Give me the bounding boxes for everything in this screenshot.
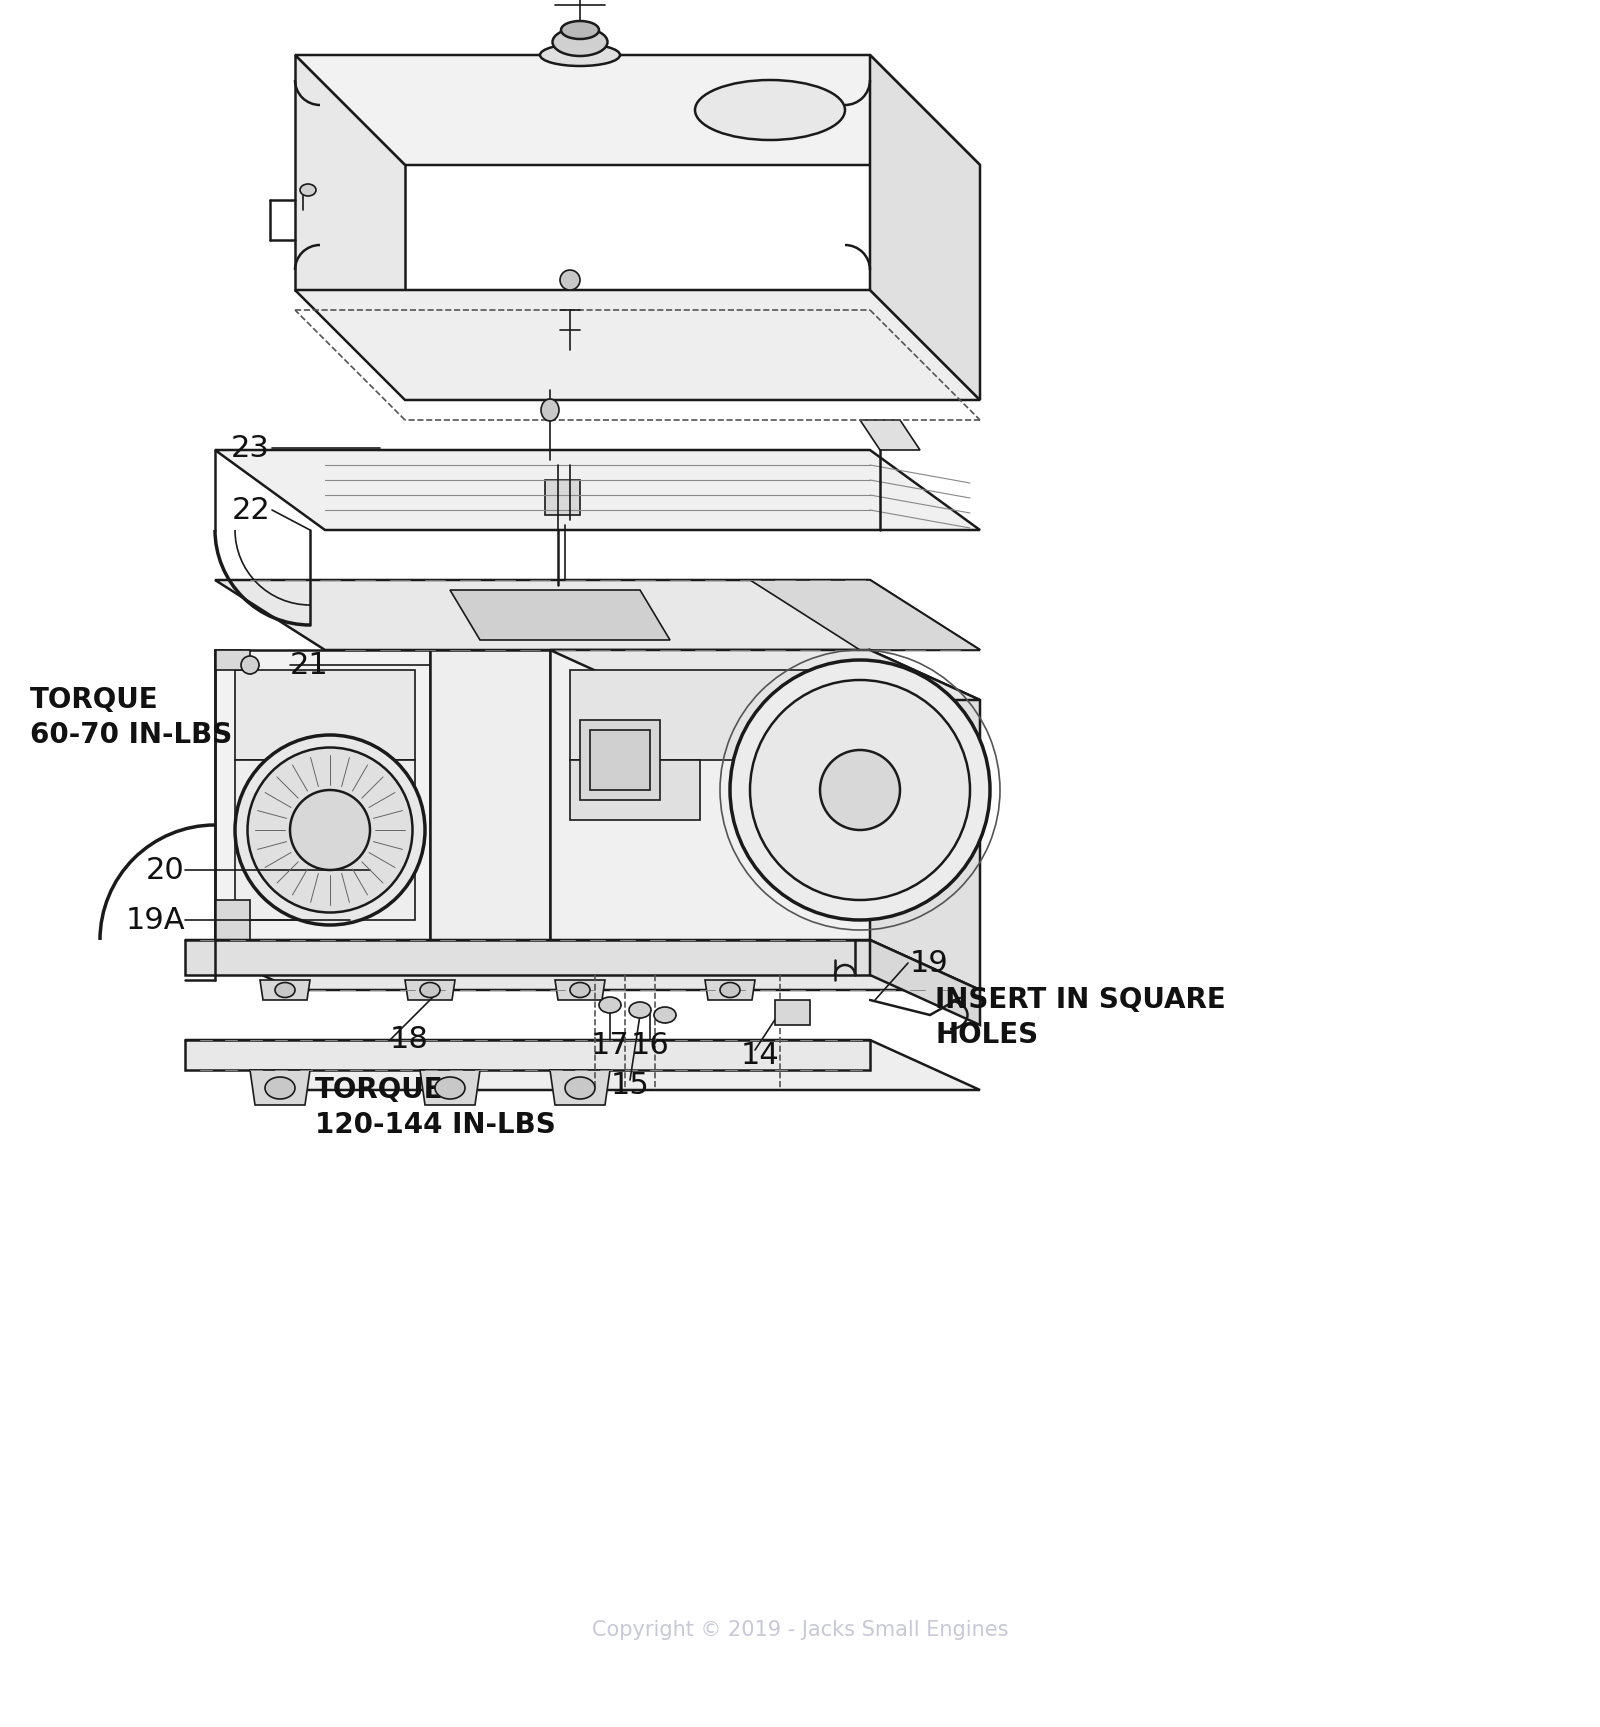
Polygon shape [294,290,979,401]
Ellipse shape [654,1007,675,1022]
Ellipse shape [235,736,426,926]
Polygon shape [235,760,414,920]
Text: TORQUE: TORQUE [315,1076,443,1104]
Text: 21: 21 [290,651,328,679]
Ellipse shape [248,748,413,912]
Ellipse shape [720,983,739,998]
Polygon shape [405,979,454,1000]
Text: 14: 14 [741,1040,779,1069]
Ellipse shape [570,983,590,998]
Text: TORQUE: TORQUE [30,686,158,713]
Ellipse shape [419,983,440,998]
Text: 19A: 19A [125,905,186,934]
Ellipse shape [730,660,990,920]
Ellipse shape [541,43,621,66]
Ellipse shape [819,750,899,831]
Ellipse shape [552,28,608,55]
Polygon shape [750,580,979,649]
Ellipse shape [694,79,845,140]
Ellipse shape [629,1002,651,1017]
Ellipse shape [275,983,294,998]
Polygon shape [250,1071,310,1105]
Polygon shape [419,1071,480,1105]
Text: Copyright © 2019 - Jacks Small Engines: Copyright © 2019 - Jacks Small Engines [592,1620,1008,1641]
Polygon shape [214,900,250,939]
Text: 22: 22 [232,496,270,525]
Text: 23: 23 [230,433,270,463]
Ellipse shape [290,789,370,870]
Polygon shape [259,979,310,1000]
Ellipse shape [598,996,621,1014]
Polygon shape [870,699,960,850]
Text: 19: 19 [910,948,949,977]
Polygon shape [214,580,979,649]
Ellipse shape [750,680,970,900]
Polygon shape [186,939,870,976]
Polygon shape [546,480,579,515]
Polygon shape [570,670,830,760]
Text: 16: 16 [630,1031,669,1059]
Polygon shape [550,1071,610,1105]
Polygon shape [870,55,979,401]
Polygon shape [235,670,414,760]
Text: 15: 15 [611,1071,650,1100]
Text: 120-144 IN-LBS: 120-144 IN-LBS [315,1110,555,1140]
Ellipse shape [435,1078,466,1098]
Ellipse shape [541,399,558,421]
Polygon shape [186,939,979,990]
Polygon shape [570,760,701,820]
Ellipse shape [242,656,259,674]
Text: HOLES: HOLES [934,1021,1038,1048]
Polygon shape [186,1040,870,1071]
Polygon shape [294,55,405,290]
Polygon shape [186,1040,979,1090]
Polygon shape [590,731,650,789]
Polygon shape [861,420,920,451]
Ellipse shape [565,1078,595,1098]
Polygon shape [870,939,979,1026]
Ellipse shape [301,185,317,195]
Ellipse shape [266,1078,294,1098]
Polygon shape [294,55,979,166]
Polygon shape [550,649,870,939]
Text: 17: 17 [590,1031,629,1059]
Polygon shape [214,451,979,530]
Polygon shape [706,979,755,1000]
Text: INSERT IN SQUARE: INSERT IN SQUARE [934,986,1226,1014]
Ellipse shape [562,21,598,40]
Polygon shape [214,649,250,670]
Text: 60-70 IN-LBS: 60-70 IN-LBS [30,720,232,750]
Polygon shape [870,649,979,990]
Polygon shape [214,649,430,939]
Polygon shape [774,1000,810,1026]
Polygon shape [550,649,979,699]
Text: 18: 18 [390,1026,429,1055]
Polygon shape [555,979,605,1000]
Polygon shape [450,591,670,641]
Ellipse shape [560,269,579,290]
Polygon shape [579,720,661,800]
Text: 20: 20 [146,855,186,884]
Polygon shape [430,649,550,939]
